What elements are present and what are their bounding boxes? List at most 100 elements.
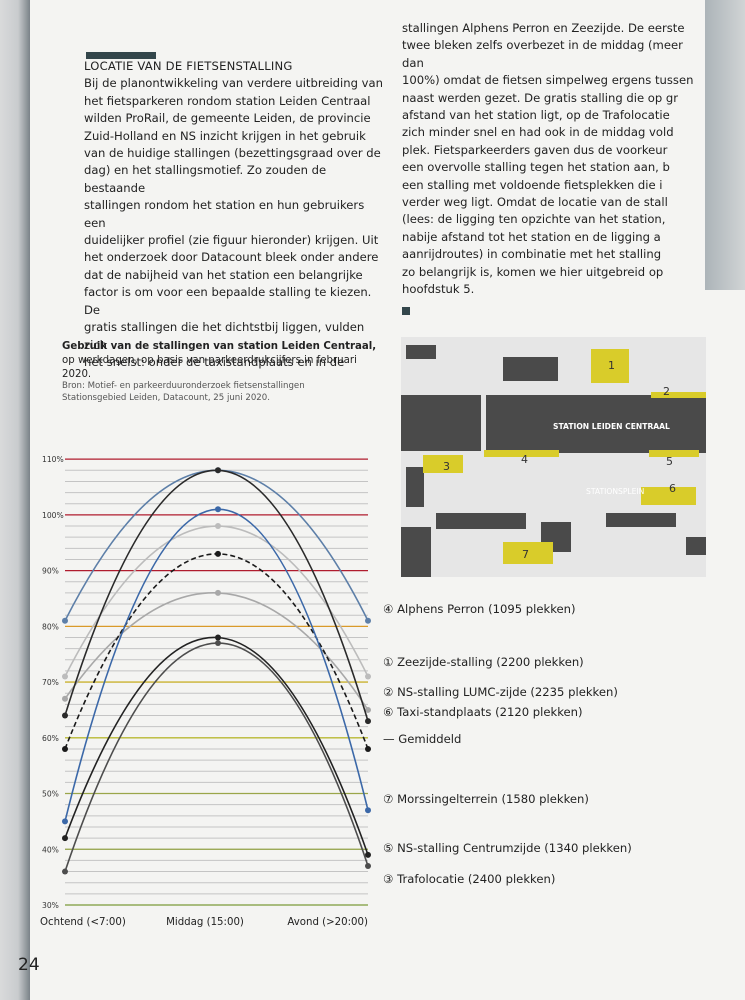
parking-area-2 [651, 392, 706, 398]
parking-area-3 [423, 455, 463, 473]
chart-subtitle: op werkdagen, op basis van parkeerdrukci… [62, 355, 357, 380]
y-tick-label: 70% [42, 678, 59, 687]
y-tick-label: 50% [42, 790, 59, 799]
parking-area-7 [503, 542, 553, 564]
text-line: stallingen rondom het station en hun geb… [84, 198, 365, 230]
data-point [62, 712, 68, 719]
legend-marker: ⑤ [383, 841, 394, 855]
data-point [365, 617, 371, 624]
text-line: dag) en het stallingsmotief. Zo zouden d… [84, 163, 327, 195]
map-marker-4: 4 [521, 453, 528, 466]
data-point [215, 634, 221, 641]
map-parking-areas [423, 349, 706, 564]
legend-entry: ⑥ Taxi-standplaats (2120 plekken) [383, 705, 583, 719]
text-line: aanrijdroutes) in combinatie met het sta… [402, 247, 662, 262]
text-line: wilden ProRail, de gemeente Leiden, de p… [84, 111, 371, 126]
chart-source-line-1: Bron: Motief- en parkeerduuronderzoek fi… [62, 381, 305, 391]
parking-area-6 [641, 487, 696, 505]
data-point [365, 745, 371, 752]
data-point [62, 695, 68, 702]
data-point [62, 673, 68, 680]
left-text-column: LOCATIE VAN DE FIETSENSTALLING Bij de pl… [84, 58, 384, 371]
map-building [606, 513, 676, 527]
text-line: factor is om voor een bepaalde stalling … [84, 285, 372, 317]
text-line: het fietsparkeren rondom station Leiden … [84, 93, 371, 108]
text-line: zich minder snel en had ook in de middag… [402, 125, 674, 140]
map-building [406, 467, 424, 507]
map-marker-1: 1 [608, 359, 615, 372]
text-line: stallingen Alphens Perron en Zeezijde. D… [402, 21, 685, 35]
data-point [365, 718, 371, 725]
legend-marker: ② [383, 685, 394, 699]
map-building [436, 513, 526, 529]
y-tick-label: 60% [42, 734, 59, 743]
data-point [365, 851, 371, 858]
data-point [365, 706, 371, 713]
x-tick-label: Ochtend (<7:00) [40, 917, 126, 928]
x-tick-label: Avond (>20:00) [287, 917, 368, 928]
y-tick-label: 100% [42, 511, 64, 520]
data-point [215, 506, 221, 513]
data-point [62, 835, 68, 842]
station-map: STATION LEIDEN CENTRAAL STATIONSPLEIN 1 … [401, 337, 706, 577]
text-line: nabije afstand tot het station en de lig… [402, 229, 661, 244]
data-point [62, 617, 68, 624]
parking-area-5 [649, 450, 699, 457]
chart-source: Bron: Motief- en parkeerduuronderzoek fi… [62, 380, 362, 404]
map-buildings [401, 345, 706, 577]
data-point [215, 589, 221, 596]
data-point [62, 818, 68, 825]
map-station-label: STATION LEIDEN CENTRAAL [553, 422, 670, 431]
y-tick-label: 30% [42, 901, 59, 910]
legend-entry: ② NS-stalling LUMC-zijde (2235 plekken) [383, 685, 618, 699]
chart-heading: Gebruik van de stallingen van station Le… [62, 340, 382, 382]
legend-entry: ④ Alphens Perron (1095 plekken) [383, 602, 576, 616]
chart-title: Gebruik van de stallingen van station Le… [62, 341, 377, 352]
data-point [62, 745, 68, 752]
legend-label: Gemiddeld [394, 732, 462, 746]
text-line: het snelst: onder de taxistandplaats en … [84, 354, 345, 369]
text-line: naast werden gezet. De gratis stalling d… [402, 90, 679, 105]
right-text-column: stallingen Alphens Perron en Zeezijde. D… [402, 20, 702, 320]
data-point [365, 807, 371, 814]
x-tick-label: Middag (15:00) [166, 917, 244, 928]
page-right-edge [705, 0, 745, 290]
legend-label: Alphens Perron (1095 plekken) [393, 602, 576, 616]
map-building [406, 345, 436, 359]
map-building [503, 357, 558, 381]
text-line: gratis stallingen die het dichtstbij lig… [84, 320, 365, 352]
legend-label: NS-stalling LUMC-zijde (2235 plekken) [393, 685, 618, 699]
text-line: duidelijker profiel (zie figuur hieronde… [84, 233, 379, 248]
map-building [401, 395, 481, 451]
legend-marker: ⑥ [383, 705, 394, 719]
data-point [62, 868, 68, 875]
data-point [215, 467, 221, 474]
y-tick-label: 80% [42, 622, 59, 631]
text-line: Bij de planontwikkeling van verdere uitb… [84, 76, 383, 91]
legend-marker: ④ [383, 602, 394, 616]
text-line: hoofdstuk 5. [402, 282, 475, 297]
legend-marker: ③ [383, 872, 394, 886]
text-line: afstand van het station ligt, op de Traf… [402, 108, 670, 123]
text-line: van de huidige stallingen (bezettingsgra… [84, 146, 381, 161]
map-marker-7: 7 [522, 548, 529, 561]
data-point [215, 550, 221, 557]
series-line [64, 636, 369, 856]
text-line: plek. Fietsparkeerders gaven dus de voor… [402, 142, 668, 157]
text-line: zo belangrijk is, komen we hier uitgebre… [402, 264, 664, 279]
text-line: een stalling met voldoende fietsplekken … [402, 177, 663, 192]
map-marker-2: 2 [663, 385, 670, 398]
series-line [64, 642, 369, 872]
end-of-text-square [402, 306, 410, 315]
map-square-label: STATIONSPLEIN [586, 487, 644, 496]
data-point [365, 862, 371, 869]
y-tick-label: 90% [42, 567, 59, 576]
legend-entry: — Gemiddeld [383, 732, 461, 746]
text-line: verder weg ligt. Omdat de locatie van de… [402, 195, 668, 210]
legend-label: Taxi-standplaats (2120 plekken) [393, 705, 583, 719]
map-marker-6: 6 [669, 482, 676, 495]
text-line: 100%) omdat de fietsen simpelweg ergens … [402, 73, 694, 88]
y-tick-label: 110% [42, 455, 64, 464]
text-line: (lees: de ligging ten opzichte van het s… [402, 212, 666, 227]
legend-label: NS-stalling Centrumzijde (1340 plekken) [393, 841, 632, 855]
